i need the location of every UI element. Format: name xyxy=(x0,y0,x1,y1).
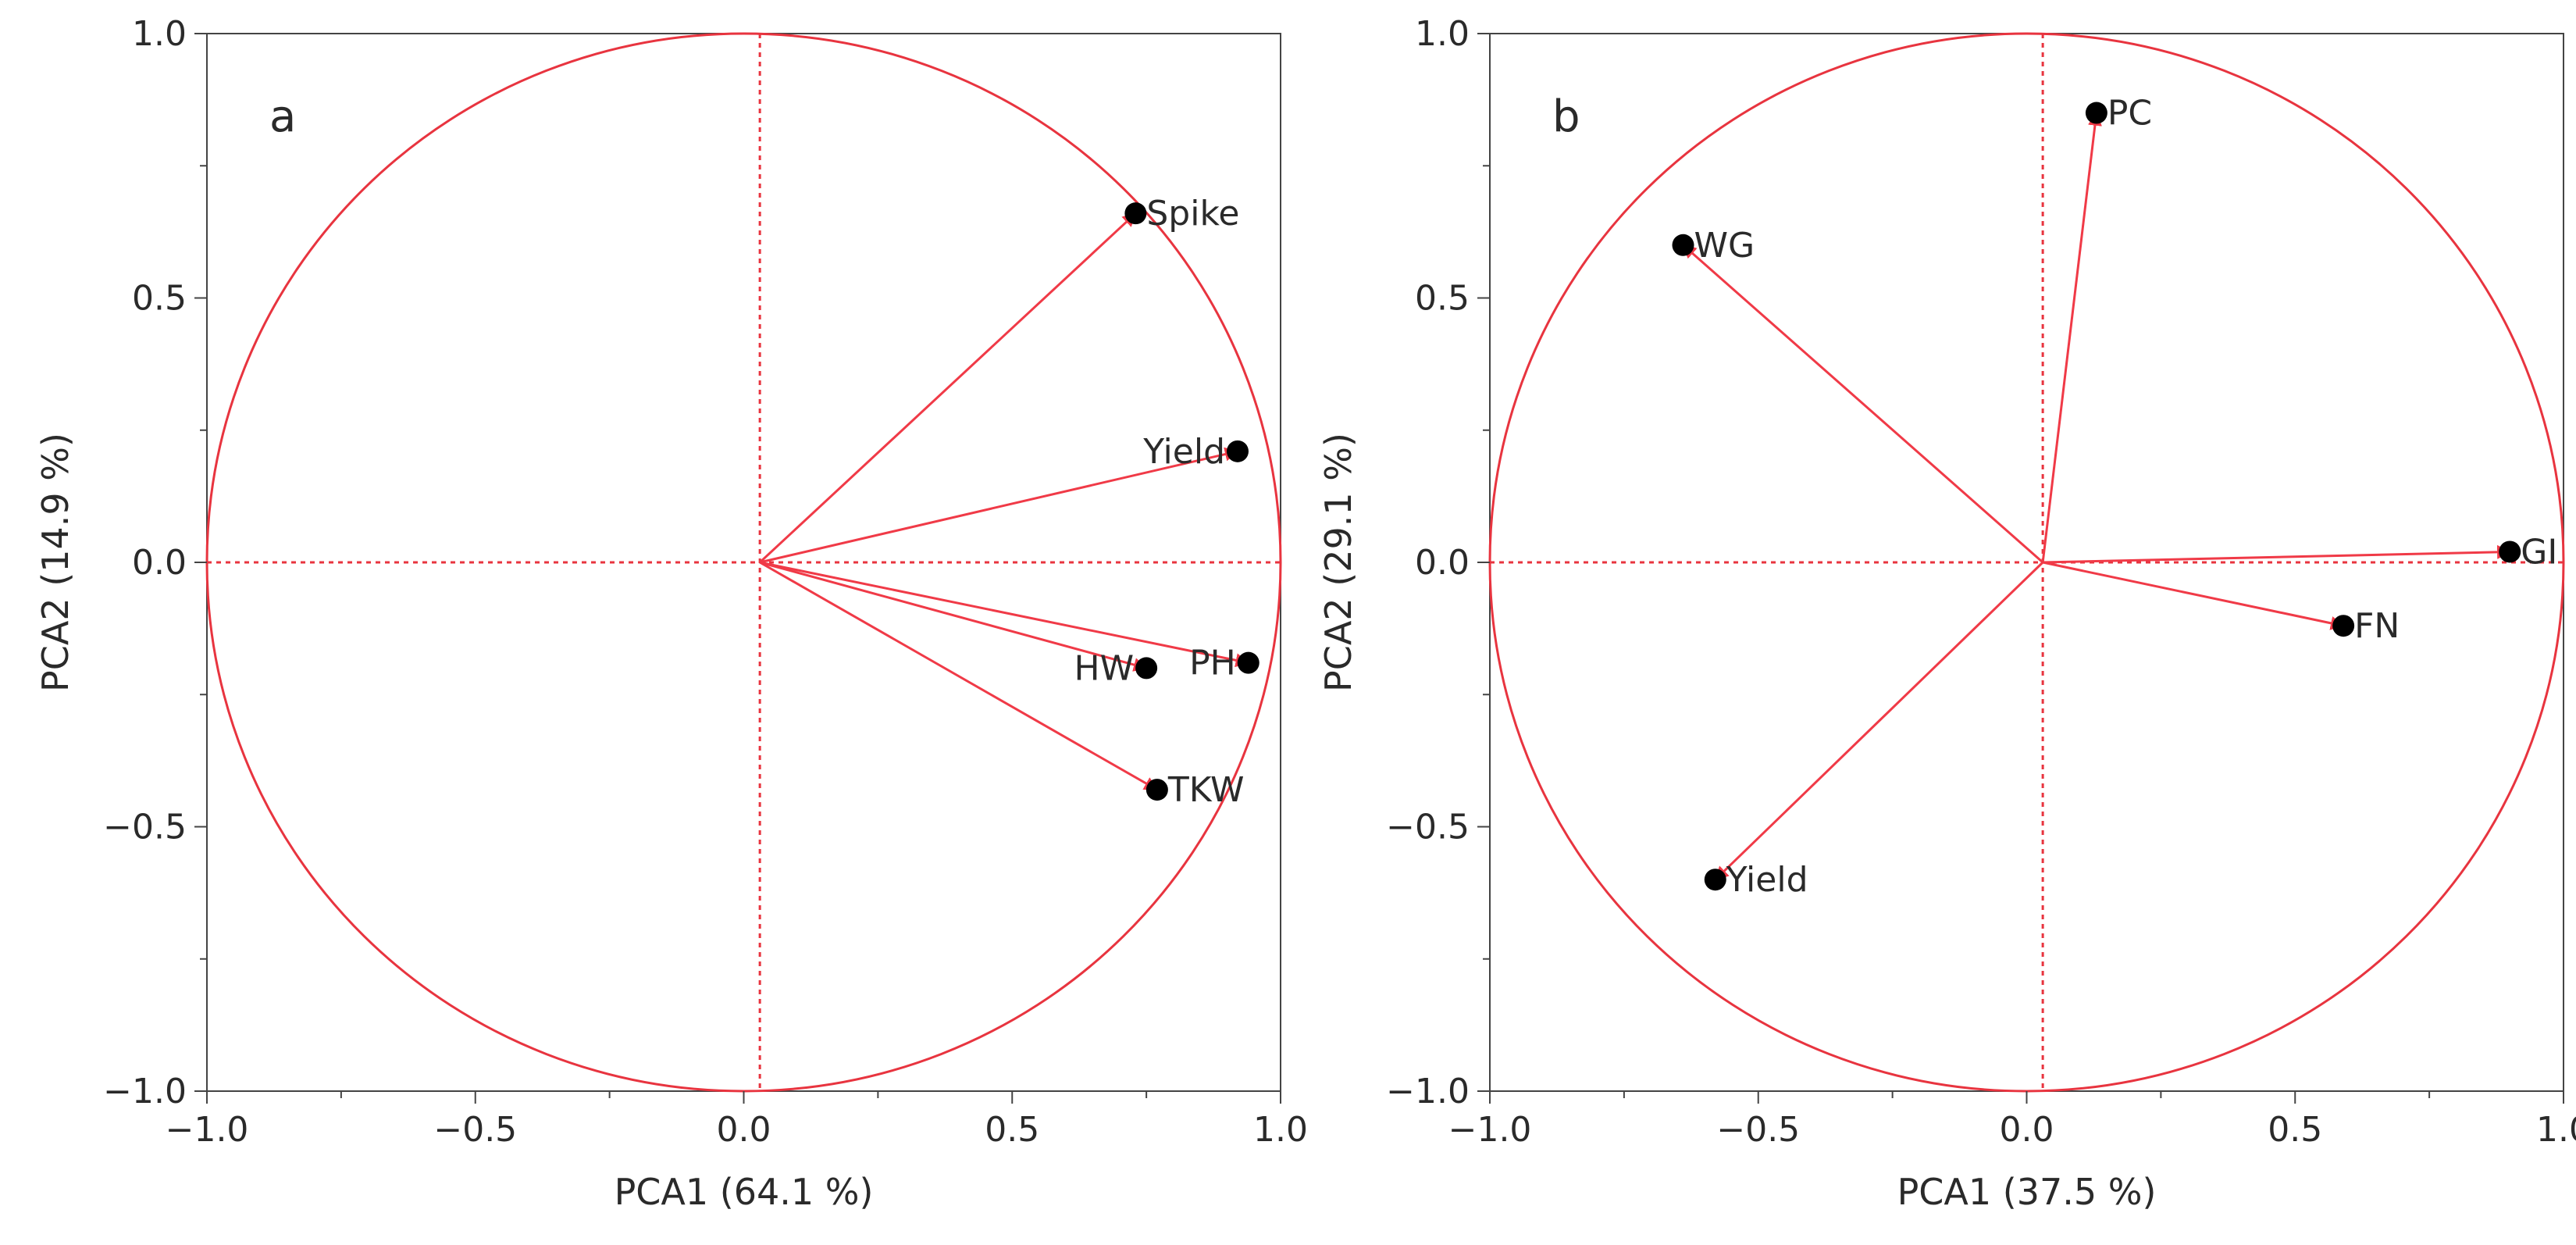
y-tick-label: 0.5 xyxy=(132,279,187,319)
y-axis-title: PCA2 (14.9 %) xyxy=(34,433,77,692)
variable-label-hw: HW xyxy=(1074,648,1135,688)
loading-arrow-ph xyxy=(759,561,1250,668)
loading-arrow-yield xyxy=(759,447,1239,564)
y-tick-label: 0.5 xyxy=(1415,279,1470,319)
variable-label-fn: FN xyxy=(2354,606,2400,646)
panel-letter: b xyxy=(1552,91,1580,142)
x-tick-label: 0.0 xyxy=(2000,1110,2054,1150)
loading-point-yield xyxy=(1227,440,1249,462)
loading-point-pc xyxy=(2085,102,2107,124)
y-tick-label: 0.0 xyxy=(1415,543,1470,583)
variable-label-ph: PH xyxy=(1189,644,1236,683)
x-tick-label: −1.0 xyxy=(166,1110,249,1150)
loading-point-spike xyxy=(1124,202,1147,225)
y-tick-label: −0.5 xyxy=(103,808,187,847)
y-axis-title: PCA2 (29.1 %) xyxy=(1317,433,1359,692)
loading-point-gi xyxy=(2499,540,2521,563)
loading-point-tkw xyxy=(1145,779,1168,801)
variable-label-gi: GI xyxy=(2521,532,2557,572)
loading-point-wg xyxy=(1672,234,1694,256)
y-tick-label: 1.0 xyxy=(1415,14,1470,54)
variable-label-pc: PC xyxy=(2107,94,2152,134)
x-tick-label: 0.0 xyxy=(717,1110,771,1150)
y-tick-label: −1.0 xyxy=(1386,1072,1470,1111)
loading-arrow-fn xyxy=(2042,561,2345,630)
panel-b: −1.0−1.0 −0.5 −0.5 0.0 0.0 0.5 0.5 1.0 1.0 PCA1 (… xyxy=(1317,14,2576,1213)
loading-arrow-spike xyxy=(759,212,1137,564)
x-tick-label: −0.5 xyxy=(1716,1110,1800,1150)
x-axis-title: PCA1 (64.1 %) xyxy=(615,1171,874,1213)
y-tick-label: −1.0 xyxy=(103,1072,187,1111)
x-axis-title: PCA1 (37.5 %) xyxy=(1897,1171,2157,1213)
loading-arrow-hw xyxy=(759,561,1148,672)
y-tick-label: −0.5 xyxy=(1386,808,1470,847)
loading-point-hw xyxy=(1135,657,1158,680)
variable-label-yield: Yield xyxy=(1726,860,1808,900)
y-tick-label: 1.0 xyxy=(132,14,187,54)
variable-label-spike: Spike xyxy=(1146,194,1239,234)
loading-point-fn xyxy=(2332,615,2355,637)
variable-label-yield: Yield xyxy=(1142,432,1225,472)
x-tick-label: 1.0 xyxy=(2536,1110,2576,1150)
loading-arrow-gi xyxy=(2043,544,2512,564)
loading-arrow-wg xyxy=(1682,244,2044,564)
loading-point-yield xyxy=(1704,869,1726,891)
loading-arrow-tkw xyxy=(759,561,1159,791)
panel-letter: a xyxy=(269,91,296,142)
panel-a: −1.0−1.0 −0.5 −0.5 0.0 0.0 0.5 0.5 1.0 1.0 PCA1 (… xyxy=(34,14,1308,1213)
loading-arrow-pc xyxy=(2041,111,2102,563)
loading-arrow-yield xyxy=(1714,561,2044,881)
variable-label-tkw: TKW xyxy=(1167,770,1245,810)
x-tick-label: −1.0 xyxy=(1448,1110,1532,1150)
y-tick-label: 0.0 xyxy=(132,543,187,583)
x-tick-label: 0.5 xyxy=(2268,1110,2322,1150)
x-tick-label: 1.0 xyxy=(1253,1110,1308,1150)
x-tick-label: −0.5 xyxy=(433,1110,517,1150)
x-tick-label: 0.5 xyxy=(985,1110,1039,1150)
variable-label-wg: WG xyxy=(1694,226,1755,266)
loading-point-ph xyxy=(1237,651,1259,674)
